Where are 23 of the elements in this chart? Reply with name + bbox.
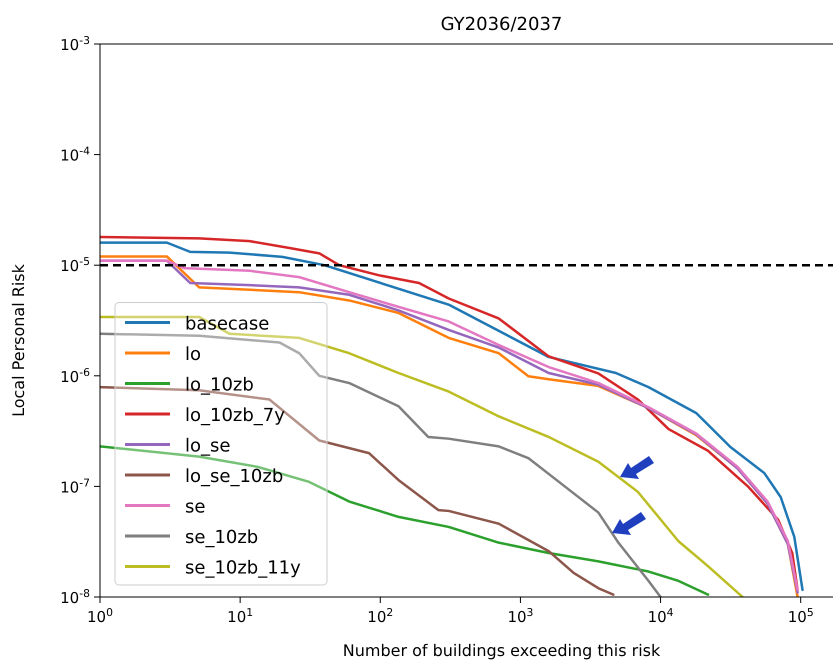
legend-label: lo_10zb_7y bbox=[185, 405, 286, 426]
x-tick-label: 10$^{4}$ bbox=[648, 606, 674, 626]
y-axis-title: Local Personal Risk bbox=[9, 263, 28, 417]
x-tick-label: 10$^{2}$ bbox=[367, 606, 394, 626]
legend-label: lo_10zb bbox=[185, 374, 254, 396]
legend-label: se_10zb bbox=[185, 527, 258, 548]
y-tick-label: 10$^{-4}$ bbox=[60, 144, 90, 165]
legend-label: lo_se bbox=[185, 436, 230, 456]
x-tick-label: 10$^{3}$ bbox=[507, 606, 534, 626]
x-tick-label: 10$^{0}$ bbox=[87, 606, 114, 626]
legend-label: se bbox=[185, 496, 206, 518]
y-tick-label: 10$^{-3}$ bbox=[60, 34, 90, 54]
y-tick-label: 10$^{-5}$ bbox=[60, 254, 90, 276]
y-tick-label: 10$^{-8}$ bbox=[60, 586, 90, 607]
legend-label: lo bbox=[185, 344, 202, 365]
chart-title: GY2036/2037 bbox=[440, 14, 562, 35]
x-tick-label: 10$^{1}$ bbox=[227, 606, 254, 626]
y-tick-label: 10$^{-6}$ bbox=[60, 365, 90, 386]
y-tick-label: 10$^{-7}$ bbox=[60, 476, 90, 496]
legend-label: se_10zb_11y bbox=[185, 558, 302, 578]
legend-label: lo_se_10zb bbox=[185, 466, 284, 487]
x-axis-title: Number of buildings exceeding this risk bbox=[342, 641, 661, 660]
x-tick-label: 10$^{5}$ bbox=[788, 606, 814, 626]
